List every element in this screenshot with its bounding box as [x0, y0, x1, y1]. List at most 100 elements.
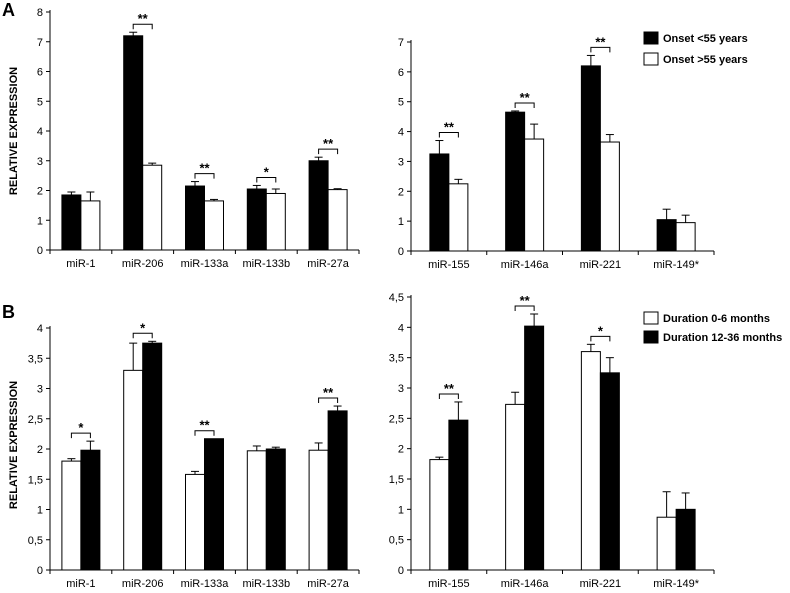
a-left-bar [308, 160, 329, 251]
b-left-y-tick-label: 1,5 [28, 474, 43, 486]
a-left-significance-label: ** [323, 136, 334, 151]
b-left-y-tick-label: 3,5 [28, 353, 43, 365]
a-left-y-tick-label: 4 [37, 126, 43, 138]
b-right-significance-label: ** [444, 381, 455, 396]
b-left-bar [204, 438, 224, 571]
a-right-significance-label: ** [444, 120, 455, 135]
chart-panel-a-left: 0 1 2 3 4 5 6 7 8 miR-1 miR-206 ** miR-133a ** miR-133… [37, 7, 360, 270]
b-right-significance-label: ** [520, 293, 531, 308]
a-left-x-tick-label: miR-206 [122, 258, 164, 270]
b-left-significance-bracket [318, 397, 339, 404]
a-right-bar [675, 222, 696, 252]
b-right-significance-bracket [438, 393, 459, 399]
b-right-bar [505, 403, 526, 571]
a-right-significance-bracket [514, 102, 535, 108]
b-left-bar [80, 449, 101, 571]
a-left-y-tick-label: 2 [37, 186, 43, 198]
b-right-bar [656, 516, 677, 571]
b-left-y-tick-label: 0,5 [28, 535, 43, 547]
a-right-significance-bracket [590, 46, 611, 53]
b-right-y-tick-label: 4 [398, 322, 404, 334]
a-left-x-tick-label: miR-1 [66, 258, 95, 270]
a-left-significance-bracket [256, 176, 277, 183]
b-left-significance-label: ** [323, 385, 334, 400]
chart-panel-b-left: 0 0,5 1 1,5 2 2,5 3 3,5 4 miR-1 * miR-206 * miR-133a *… [28, 320, 360, 590]
b-left-bar [123, 369, 144, 571]
legend-b: Duration 0-6 months Duration 12-36 month… [643, 311, 782, 344]
b-left-x-tick-label: miR-133a [181, 578, 230, 590]
b-right-significance-bracket [514, 305, 535, 311]
legend-a-swatch-0 [643, 31, 659, 45]
b-right-y-tick-label: 0 [398, 565, 404, 577]
a-left-bar [265, 192, 286, 251]
y-axis-title-a: RELATIVE EXPRESSION [8, 67, 20, 195]
b-left-y-tick-label: 2 [37, 444, 43, 456]
a-left-bar [80, 200, 101, 251]
a-left-significance-label: ** [199, 161, 210, 176]
b-left-significance-bracket [70, 432, 91, 439]
a-right-x-tick-label: miR-221 [580, 259, 622, 271]
a-right-bar [505, 111, 526, 252]
a-left-significance-bracket [132, 23, 153, 30]
a-left-y-tick-label: 8 [37, 7, 43, 19]
b-left-x-tick-label: miR-133b [242, 578, 290, 590]
a-right-bar [656, 219, 677, 252]
b-left-significance-label: * [140, 320, 146, 335]
b-right-y-tick-label: 1 [398, 504, 404, 516]
b-left-significance-label: * [78, 420, 84, 435]
panel-label-b: B [2, 302, 15, 322]
panel-label-a: A [2, 0, 15, 20]
chart-panel-a-right: 0 1 2 3 4 5 6 7 miR-155 ** miR-146a ** miR-221 ** miR-… [398, 34, 715, 271]
legend-b-label-0: Duration 0-6 months [663, 313, 770, 325]
b-left-y-tick-label: 3 [37, 384, 43, 396]
a-left-y-tick-label: 7 [37, 37, 43, 49]
b-left-y-tick-label: 1 [37, 505, 43, 517]
a-left-bar [185, 185, 205, 251]
a-right-significance-bracket [438, 132, 459, 138]
b-left-significance-bracket [132, 332, 153, 339]
b-right-y-tick-label: 1,5 [389, 474, 404, 486]
a-right-significance-label: ** [595, 34, 606, 49]
legend-b-swatch-1 [643, 330, 659, 344]
a-left-significance-label: ** [138, 11, 149, 26]
b-right-y-tick-label: 3 [398, 383, 404, 395]
b-right-x-tick-label: miR-149* [653, 578, 700, 590]
legend-a-label-1: Onset >55 years [663, 54, 748, 66]
a-left-x-tick-label: miR-27a [307, 258, 349, 270]
legend-a-swatch-1 [643, 52, 659, 66]
legend-a-label-0: Onset <55 years [663, 33, 748, 45]
a-left-bar [246, 188, 267, 251]
a-right-x-tick-label: miR-149* [653, 259, 700, 271]
a-left-x-tick-label: miR-133b [242, 258, 290, 270]
b-right-y-tick-label: 2 [398, 444, 404, 456]
chart-panel-b-right: 0 0,5 1 1,5 2 2,5 3 3,5 4 4,5 miR-155 ** miR-146a ** m… [389, 292, 715, 590]
a-right-y-tick-label: 0 [398, 246, 404, 258]
b-left-x-tick-label: miR-27a [307, 578, 349, 590]
b-left-x-tick-label: miR-206 [122, 578, 164, 590]
a-right-significance-label: ** [520, 90, 531, 105]
b-right-significance-bracket [590, 335, 611, 342]
a-left-bar [123, 35, 144, 251]
a-left-bar [142, 164, 163, 251]
a-left-y-tick-label: 0 [37, 245, 43, 257]
a-right-y-tick-label: 1 [398, 216, 404, 228]
a-right-x-tick-label: miR-146a [501, 259, 550, 271]
a-right-y-tick-label: 6 [398, 67, 404, 79]
a-right-y-tick-label: 4 [398, 127, 404, 139]
b-right-bar [580, 351, 601, 571]
b-right-y-tick-label: 2,5 [389, 413, 404, 425]
b-left-bar [265, 448, 286, 571]
b-left-bar [246, 450, 267, 571]
b-right-y-tick-label: 0,5 [389, 535, 404, 547]
b-left-bar [142, 342, 163, 571]
b-left-y-tick-label: 4 [37, 323, 43, 335]
b-right-y-tick-label: 3,5 [389, 353, 404, 365]
a-right-bar [580, 65, 601, 252]
a-right-bar [429, 153, 450, 252]
b-right-bar [524, 325, 545, 571]
a-left-y-tick-label: 5 [37, 96, 43, 108]
b-right-x-tick-label: miR-146a [501, 578, 550, 590]
a-right-y-tick-label: 5 [398, 97, 404, 109]
a-right-x-tick-label: miR-155 [428, 259, 470, 271]
b-right-y-tick-label: 4,5 [389, 292, 404, 304]
